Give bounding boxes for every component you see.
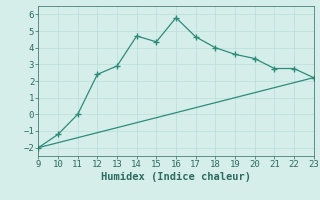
X-axis label: Humidex (Indice chaleur): Humidex (Indice chaleur)	[101, 172, 251, 182]
